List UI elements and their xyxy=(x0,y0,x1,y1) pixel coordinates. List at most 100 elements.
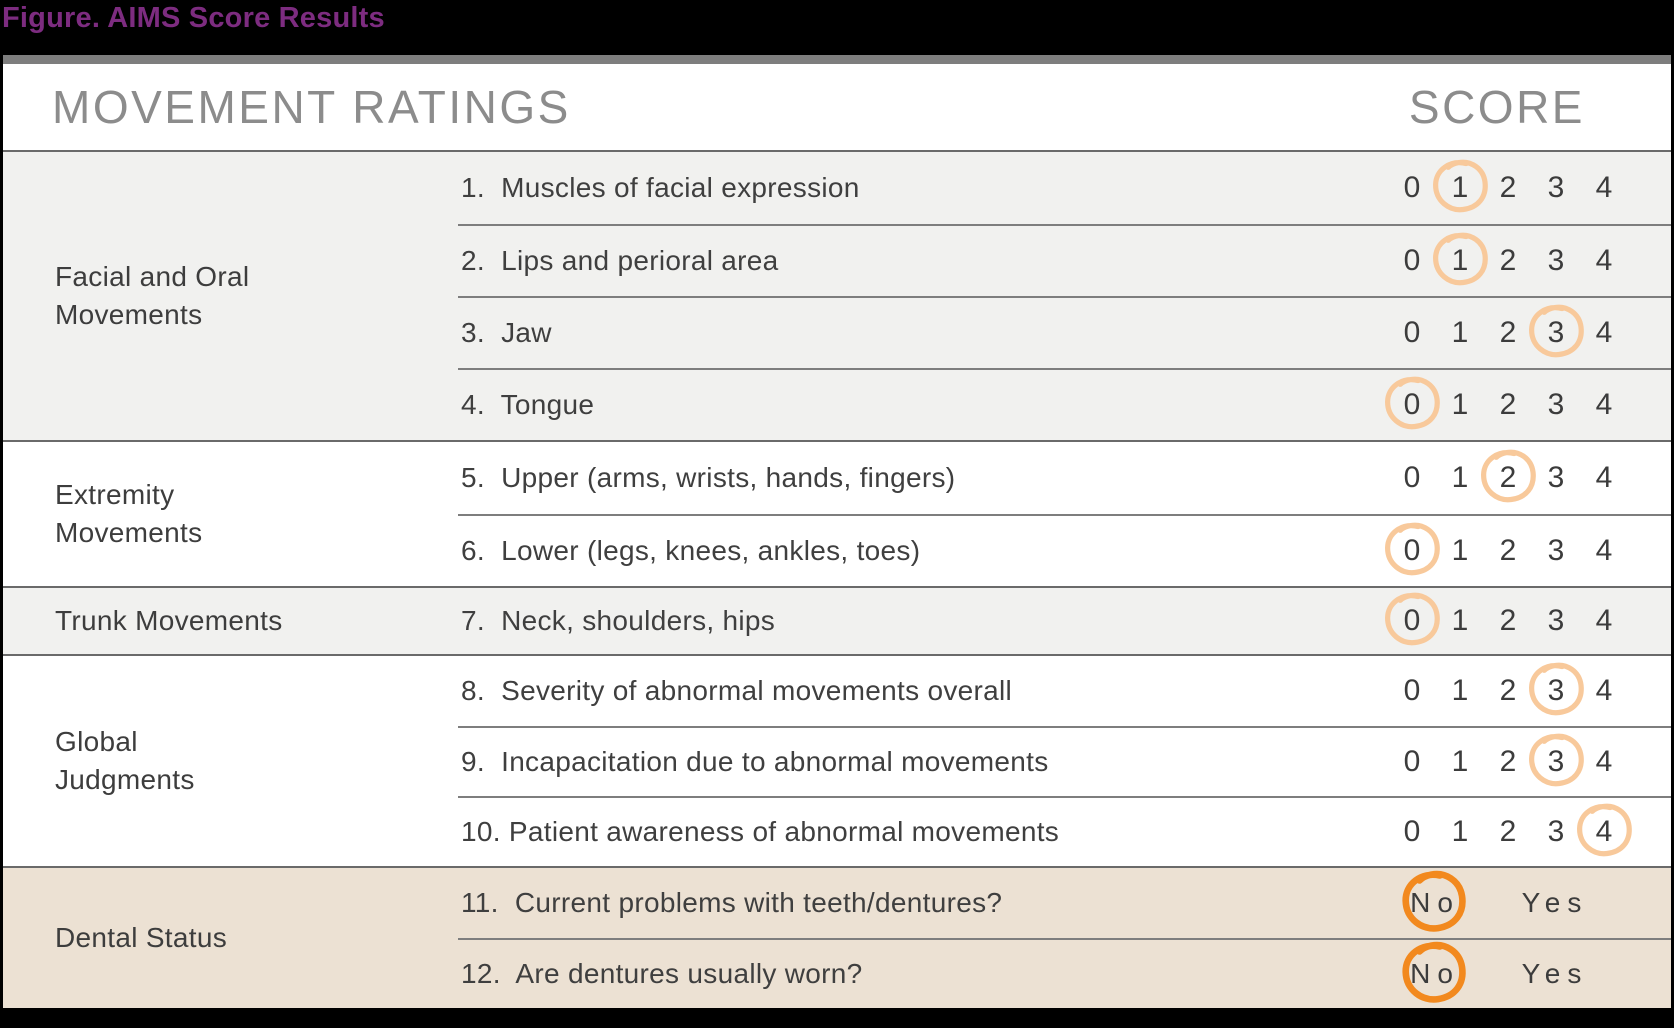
option-0: 0 xyxy=(1403,674,1421,707)
section-facial-and-oral-movements: Facial and Oral Movements 1. Muscles of … xyxy=(3,152,1671,440)
option-1: 1 xyxy=(1451,534,1469,567)
option-2: 2 xyxy=(1499,604,1517,637)
rows-group: 5. Upper (arms, wrists, hands, fingers) … xyxy=(458,442,1671,586)
item-label: 6. Lower (legs, knees, ankles, toes) xyxy=(461,535,921,566)
rows-group: 8. Severity of abnormal movements overal… xyxy=(458,656,1671,866)
section-dental-status: Dental Status 11. Current problems with … xyxy=(3,866,1671,1008)
table-row: 5. Upper (arms, wrists, hands, fingers) … xyxy=(458,442,1671,514)
option-4: 4 xyxy=(1595,534,1613,567)
option-2: 2 xyxy=(1499,244,1517,277)
option-0: 0 xyxy=(1403,244,1421,277)
option-1: 1 xyxy=(1451,388,1469,421)
option-0: 0 xyxy=(1403,815,1421,848)
option-3: 3 xyxy=(1547,534,1565,567)
option-3: 3 xyxy=(1547,815,1565,848)
category-label: Global Judgments xyxy=(55,726,195,795)
option-4: 4 xyxy=(1595,745,1613,778)
table-header-row: MOVEMENT RATINGS SCORE xyxy=(3,64,1671,152)
item-label: 10. Patient awareness of abnormal moveme… xyxy=(461,816,1060,847)
option-1: 1 xyxy=(1451,604,1469,637)
option-0-circled: 0 xyxy=(1385,516,1440,586)
item-label: 1. Muscles of facial expression xyxy=(461,172,860,203)
option-no-circled: No xyxy=(1389,940,1481,1008)
item-label: 7. Neck, shoulders, hips xyxy=(461,605,776,636)
option-0: 0 xyxy=(1403,171,1421,204)
option-3: 3 xyxy=(1547,604,1565,637)
option-3: 3 xyxy=(1547,171,1565,204)
option-4: 4 xyxy=(1595,674,1613,707)
option-yes: Yes xyxy=(1521,887,1589,918)
option-2: 2 xyxy=(1499,388,1517,421)
option-4: 4 xyxy=(1595,244,1613,277)
option-no-circled: No xyxy=(1389,868,1481,938)
option-1: 1 xyxy=(1451,461,1469,494)
item-label: 2. Lips and perioral area xyxy=(461,245,779,276)
option-1: 1 xyxy=(1451,316,1469,349)
option-4: 4 xyxy=(1595,171,1613,204)
table-row: 11. Current problems with teeth/dentures… xyxy=(458,868,1671,938)
option-4-circled: 4 xyxy=(1577,798,1632,866)
item-label: 4. Tongue xyxy=(461,389,595,420)
category-label: Dental Status xyxy=(55,922,227,953)
item-label: 11. Current problems with teeth/dentures… xyxy=(461,887,1003,918)
header-score: SCORE xyxy=(1408,81,1585,133)
option-0: 0 xyxy=(1403,316,1421,349)
option-0-circled: 0 xyxy=(1385,588,1440,654)
option-4: 4 xyxy=(1595,388,1613,421)
option-3: 3 xyxy=(1547,388,1565,421)
option-yes: Yes xyxy=(1521,958,1589,989)
option-2: 2 xyxy=(1499,815,1517,848)
section-extremity-movements: Extremity Movements 5. Upper (arms, wris… xyxy=(3,440,1671,586)
option-2: 2 xyxy=(1499,745,1517,778)
item-label: 9. Incapacitation due to abnormal moveme… xyxy=(461,746,1049,777)
item-label: 12. Are dentures usually worn? xyxy=(461,958,863,989)
category-label: Trunk Movements xyxy=(55,605,283,636)
option-2: 2 xyxy=(1499,171,1517,204)
option-2: 2 xyxy=(1499,674,1517,707)
category-label: Facial and Oral Movements xyxy=(55,261,250,330)
option-0-circled: 0 xyxy=(1385,370,1440,440)
option-3: 3 xyxy=(1547,461,1565,494)
option-3-circled: 3 xyxy=(1529,298,1584,368)
item-label: 8. Severity of abnormal movements overal… xyxy=(461,675,1013,706)
table-top-bar xyxy=(3,55,1671,64)
section-global-judgments: Global Judgments 8. Severity of abnormal… xyxy=(3,654,1671,866)
table-row: 9. Incapacitation due to abnormal moveme… xyxy=(458,726,1671,796)
option-2: 2 xyxy=(1499,316,1517,349)
option-4: 4 xyxy=(1595,604,1613,637)
figure-title: Figure. AIMS Score Results xyxy=(2,2,385,34)
option-3: 3 xyxy=(1547,244,1565,277)
item-label: 3. Jaw xyxy=(461,317,552,348)
option-2-circled: 2 xyxy=(1481,442,1536,514)
option-1: 1 xyxy=(1451,815,1469,848)
aims-score-table: MOVEMENT RATINGS SCORE Facial and Oral M… xyxy=(3,55,1671,1008)
option-1-circled: 1 xyxy=(1433,226,1488,296)
yes-no-options: No Yes xyxy=(1389,868,1671,938)
option-1-circled: 1 xyxy=(1433,152,1488,224)
header-movement-ratings: MOVEMENT RATINGS xyxy=(52,81,571,133)
option-3-circled: 3 xyxy=(1529,728,1584,796)
rows-group: 11. Current problems with teeth/dentures… xyxy=(458,868,1671,1008)
option-4: 4 xyxy=(1595,461,1613,494)
option-1: 1 xyxy=(1451,745,1469,778)
option-4: 4 xyxy=(1595,316,1613,349)
table-row: 8. Severity of abnormal movements overal… xyxy=(458,656,1671,726)
option-2: 2 xyxy=(1499,534,1517,567)
category-label: Extremity Movements xyxy=(55,479,203,548)
